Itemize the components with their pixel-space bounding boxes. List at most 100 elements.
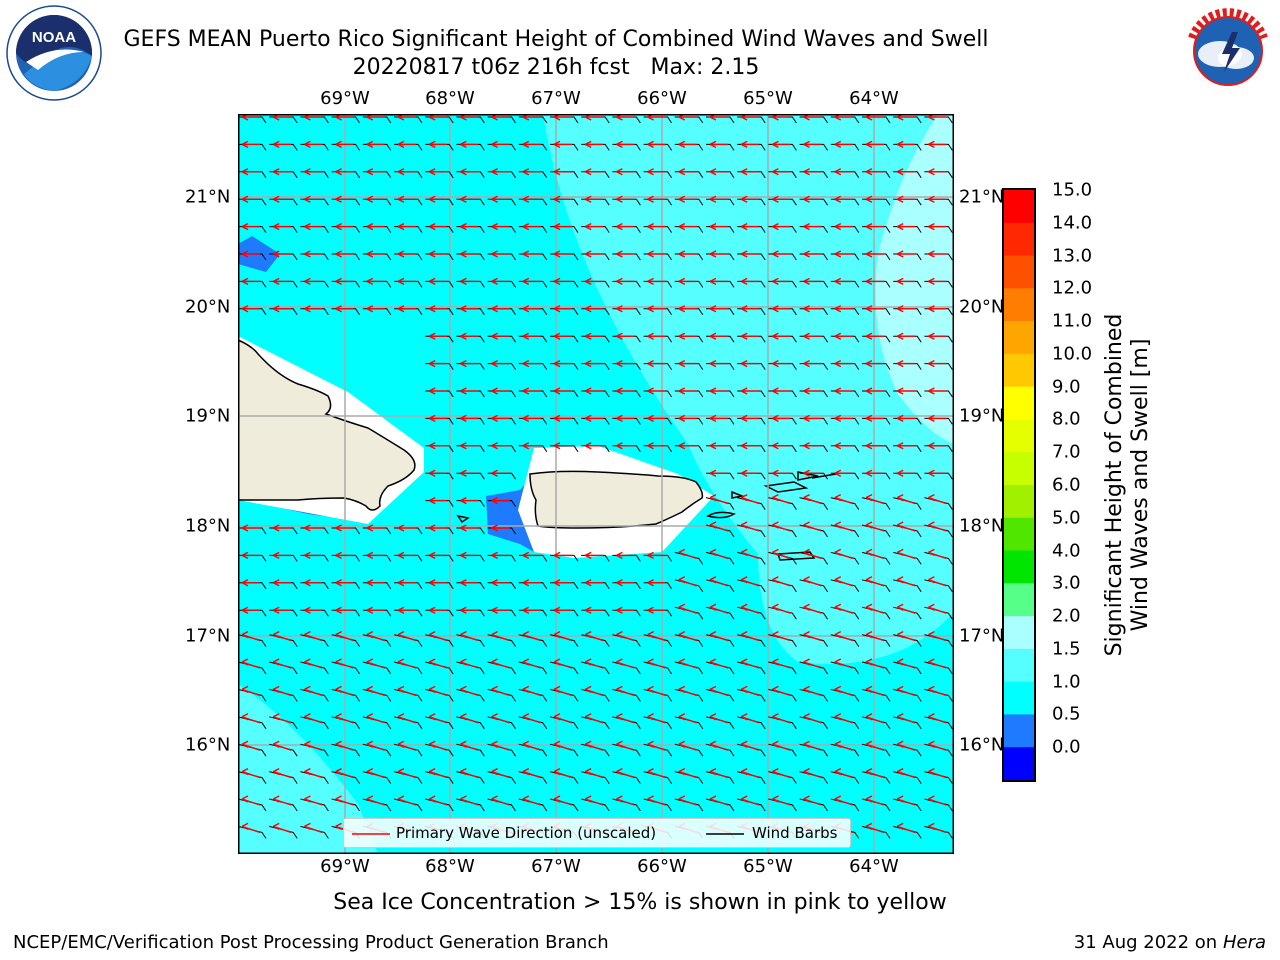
wave-direction-arrow — [772, 630, 791, 642]
vector-cell — [550, 332, 579, 343]
vector-cell — [550, 140, 579, 151]
wave-direction-arrow — [896, 658, 916, 669]
wave-direction-arrow — [616, 658, 635, 669]
vector-cell — [924, 277, 953, 288]
vector-cell — [394, 606, 423, 617]
wave-direction-arrow — [865, 658, 885, 669]
wave-direction-arrow — [241, 168, 260, 176]
vector-cell — [300, 250, 329, 261]
wave-direction-arrow — [241, 740, 261, 751]
vector-cell — [768, 713, 797, 730]
vector-cell — [456, 658, 485, 675]
wave-direction-arrow — [928, 359, 947, 368]
wave-direction-arrow — [896, 414, 916, 423]
vector-cell — [238, 250, 267, 261]
vector-cell — [643, 630, 673, 647]
vector-cell — [674, 195, 704, 206]
vector-cell — [269, 606, 298, 617]
wave-direction-arrow — [740, 387, 760, 395]
vector-cell — [706, 140, 735, 151]
wave-direction-arrow — [709, 576, 729, 587]
vector-cell — [674, 168, 704, 179]
vector-cell — [581, 332, 610, 343]
wave-direction-arrow — [772, 305, 791, 313]
vector-cell — [893, 387, 922, 398]
wave-direction-arrow — [678, 250, 697, 258]
wave-direction-arrow — [366, 195, 385, 203]
wave-direction-arrow — [366, 168, 385, 176]
wave-direction-arrow — [803, 767, 822, 779]
wave-direction-arrow — [928, 493, 947, 505]
vector-cell — [893, 548, 922, 565]
wave-direction-arrow — [709, 250, 728, 258]
wave-direction-arrow — [896, 222, 916, 231]
wave-direction-arrow — [272, 685, 292, 697]
wave-direction-arrow — [428, 387, 448, 395]
vector-cell — [737, 576, 766, 593]
vector-cell — [238, 579, 267, 590]
vector-cell — [924, 469, 953, 480]
colorbar — [1002, 188, 1036, 782]
wave-direction-arrow — [335, 685, 354, 697]
vector-cell — [861, 822, 891, 839]
wave-direction-arrow — [491, 469, 510, 477]
vector-cell — [737, 795, 766, 812]
vector-cell — [799, 195, 829, 206]
wave-direction-arrow — [647, 250, 666, 258]
wave-direction-arrow — [460, 551, 479, 560]
vector-cell — [581, 795, 610, 812]
wave-direction-arrow — [460, 332, 479, 340]
wave-direction-arrow — [272, 606, 292, 614]
wave-direction-arrow — [928, 195, 947, 203]
vector-cell — [550, 387, 579, 398]
noaa-logo-icon: NOAA — [6, 5, 102, 101]
wave-direction-arrow — [335, 630, 354, 642]
wave-direction-arrow — [428, 305, 448, 313]
wave-direction-arrow — [772, 442, 791, 450]
vector-cell — [674, 277, 704, 288]
wave-direction-arrow — [647, 359, 666, 368]
wave-direction-arrow — [709, 548, 729, 560]
vector-cell — [705, 548, 735, 565]
vector-cell — [830, 140, 860, 151]
wave-direction-arrow — [553, 332, 572, 340]
wave-direction-arrow — [428, 414, 448, 423]
colorbar-tick-label: 0.5 — [1052, 703, 1081, 725]
vector-cell — [269, 767, 298, 784]
wave-direction-arrow — [397, 767, 417, 779]
wave-direction-arrow — [584, 250, 604, 258]
vector-cell — [269, 222, 298, 233]
wave-direction-arrow — [397, 658, 417, 669]
vector-cell — [581, 630, 610, 647]
wave-direction-arrow — [896, 630, 916, 642]
wave-direction-arrow — [678, 548, 698, 560]
vector-cell — [924, 767, 953, 784]
vector-cell — [768, 250, 797, 261]
wave-direction-arrow — [740, 630, 760, 642]
vector-cell — [581, 713, 610, 730]
wave-direction-arrow — [584, 795, 604, 806]
vector-cell — [643, 442, 673, 453]
vector-cell — [487, 524, 517, 535]
vector-cell — [238, 222, 267, 233]
wave-direction-arrow — [803, 576, 822, 587]
sea-field-0-5-1-0-b — [486, 474, 534, 552]
wave-direction-arrow — [460, 658, 479, 669]
wave-direction-arrow — [428, 469, 448, 477]
wave-direction-arrow — [428, 551, 448, 560]
vector-cell — [799, 359, 829, 370]
vector-cell — [924, 685, 953, 702]
vector-cell — [830, 713, 860, 730]
vector-cell — [924, 658, 953, 675]
wave-direction-arrow — [865, 713, 885, 724]
wave-direction-arrow — [928, 767, 947, 779]
wave-direction-arrow — [803, 414, 822, 423]
wave-direction-arrow — [335, 168, 354, 176]
vector-cell — [393, 740, 423, 757]
vector-cell — [456, 305, 485, 316]
wave-direction-arrow — [522, 551, 541, 560]
wave-direction-arrow — [553, 222, 572, 231]
vector-cell — [269, 140, 298, 151]
wave-direction-arrow — [272, 140, 292, 149]
vector-cell — [830, 469, 860, 480]
